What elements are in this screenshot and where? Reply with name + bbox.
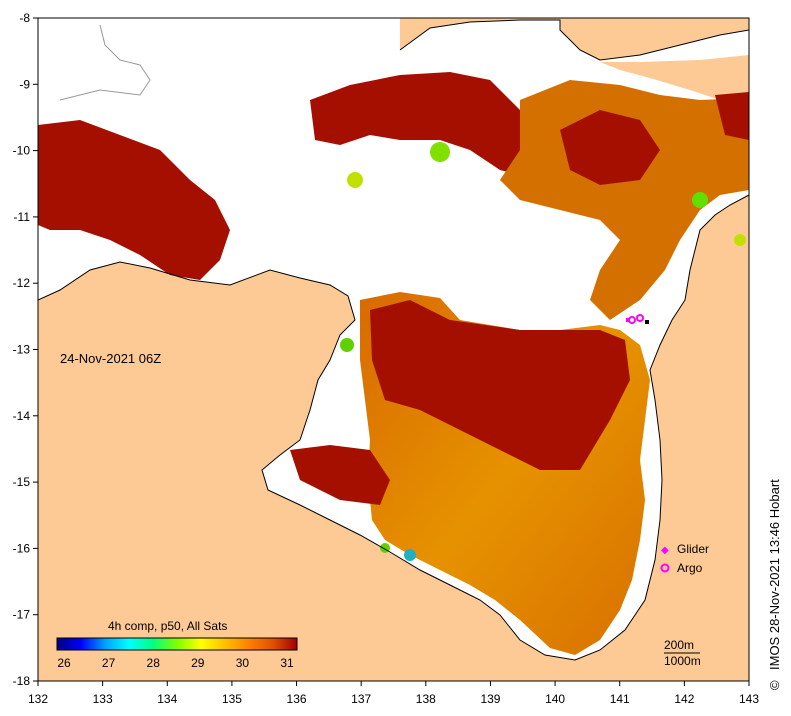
coastline-png (399, 19, 749, 61)
sst-cool-patch (692, 192, 708, 208)
x-tick-label: 142 (674, 692, 694, 706)
credit: © IMOS 28-Nov-2021 13:46 Hobart (767, 479, 782, 690)
depth-legend: 200m 1000m (664, 638, 701, 668)
colorbar-tick-label: 29 (191, 656, 205, 670)
glider-marker (645, 320, 649, 324)
colorbar-tick-label: 30 (236, 656, 250, 670)
coastline (38, 194, 749, 661)
marker-legend: ◆ Glider Argo (660, 542, 709, 575)
timestamp-label: 24-Nov-2021 06Z (60, 351, 161, 366)
glider-symbol: ◆ (661, 545, 669, 556)
y-tick-label: -8 (19, 11, 30, 25)
land-australia (38, 195, 749, 681)
sst-north-hot-east (560, 110, 660, 185)
x-tick-label: 132 (28, 692, 48, 706)
y-tick-label: -16 (13, 541, 31, 555)
x-tick-label: 139 (480, 692, 500, 706)
colorbar-tick-label: 26 (57, 656, 71, 670)
depth-200-label: 200m (664, 638, 694, 652)
x-tick-label: 134 (157, 692, 177, 706)
sst-gulf-hot (370, 300, 630, 470)
land-png-east (600, 55, 749, 100)
x-tick-label: 136 (287, 692, 307, 706)
argo-symbol (660, 563, 670, 573)
colorbar-ticks: 26 27 28 29 30 31 (57, 656, 294, 670)
sst-cool-patch (404, 549, 416, 561)
sst-cool-patch (347, 172, 363, 188)
sst-cool-patch (430, 142, 450, 162)
x-tick-label: 141 (610, 692, 630, 706)
y-tick-label: -18 (13, 674, 31, 688)
sst-gulf-hot-west (290, 445, 390, 505)
colorbar-bar (56, 637, 298, 651)
x-tick-label: 137 (351, 692, 371, 706)
colorbar-tick-label: 31 (280, 656, 294, 670)
sst-north-warm-east (500, 80, 749, 320)
colorbar-tick-label: 27 (102, 656, 116, 670)
y-tick-label: -10 (13, 144, 31, 158)
sst-cool-patch (734, 234, 746, 246)
reef-gray-lines (59, 24, 151, 101)
y-tick-label: -12 (13, 276, 31, 290)
sst-cool-patch (340, 338, 354, 352)
x-tick-label: 133 (93, 692, 113, 706)
colorbar-tick-label: 28 (147, 656, 161, 670)
y-tick-label: -9 (19, 77, 30, 91)
credit-text: IMOS 28-Nov-2021 13:46 Hobart (767, 479, 782, 670)
y-tick-label: -14 (13, 409, 31, 423)
y-axis: -8 -9 -10 -11 -12 -13 -14 -15 -16 -17 -18 (13, 11, 38, 688)
y-tick-label: -15 (13, 475, 31, 489)
x-tick-label: 138 (416, 692, 436, 706)
sst-north-hot-central (310, 72, 560, 180)
argo-label: Argo (677, 561, 703, 575)
depth-1000-label: 1000m (664, 654, 701, 668)
glider-markers (626, 314, 649, 324)
glider-marker (626, 318, 630, 322)
x-axis: 132 133 134 135 136 137 138 139 140 141 142 143 (28, 681, 759, 706)
colorbar: 4h comp, p50, All Sats 26 27 28 29 30 31 (56, 619, 298, 670)
map-layers (38, 18, 749, 681)
y-tick-label: -13 (13, 343, 31, 357)
glider-label: Glider (677, 542, 709, 556)
x-tick-label: 143 (739, 692, 759, 706)
sst-north-hot-west (38, 120, 230, 280)
argo-marker (636, 314, 644, 322)
colorbar-title: 4h comp, p50, All Sats (108, 619, 227, 633)
x-tick-label: 140 (545, 692, 565, 706)
y-tick-label: -17 (13, 608, 31, 622)
sst-strait-hot (715, 92, 749, 140)
y-tick-label: -11 (14, 210, 31, 224)
x-tick-label: 135 (222, 692, 242, 706)
copyright-symbol: © (767, 680, 782, 690)
